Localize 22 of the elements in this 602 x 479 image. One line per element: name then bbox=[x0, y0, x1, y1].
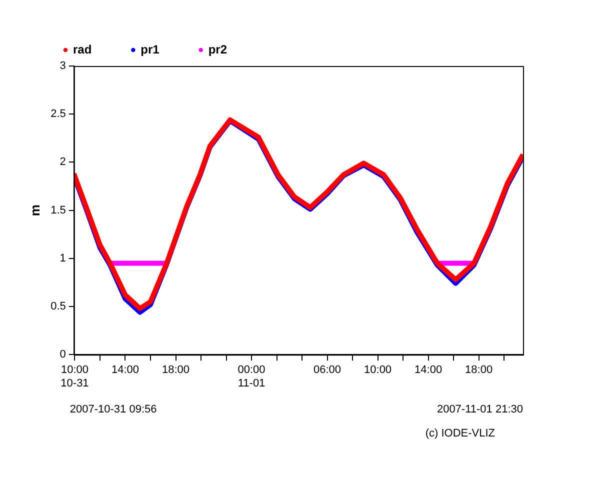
text: 2007-11-01 21:30 bbox=[436, 404, 523, 416]
x-tick-label: 14:00 bbox=[414, 364, 442, 376]
x-tick-label: 18:00 bbox=[162, 364, 190, 376]
legend-label: pr1 bbox=[140, 42, 160, 56]
x-tick-label: 10:00 10-31 bbox=[60, 364, 89, 390]
x-tick-label: 10:00 bbox=[364, 364, 392, 376]
legend-label: pr2 bbox=[208, 42, 228, 56]
y-axis-title: m bbox=[27, 204, 42, 216]
y-tick-label: 0 bbox=[60, 348, 66, 361]
y-tick-label: 1 bbox=[60, 252, 66, 264]
x-tick-label: 14:00 bbox=[111, 364, 140, 376]
y-tick-label: 3 bbox=[60, 60, 66, 72]
legend-label: rad bbox=[73, 42, 92, 56]
y-tick-label: 2 bbox=[60, 156, 66, 168]
x-tick-label: 18:00 bbox=[465, 364, 493, 376]
x-tick-label: 00:00 11-01 bbox=[238, 364, 266, 390]
y-tick-label: 2.5 bbox=[50, 108, 66, 120]
y-tick-label: 0.5 bbox=[50, 300, 66, 313]
x-tick-label: 06:00 bbox=[314, 364, 342, 376]
text: 2007-10-31 09:56 bbox=[70, 404, 157, 416]
y-tick-label: 1.5 bbox=[50, 204, 66, 216]
text: (c) IODE-VLIZ bbox=[425, 428, 496, 440]
